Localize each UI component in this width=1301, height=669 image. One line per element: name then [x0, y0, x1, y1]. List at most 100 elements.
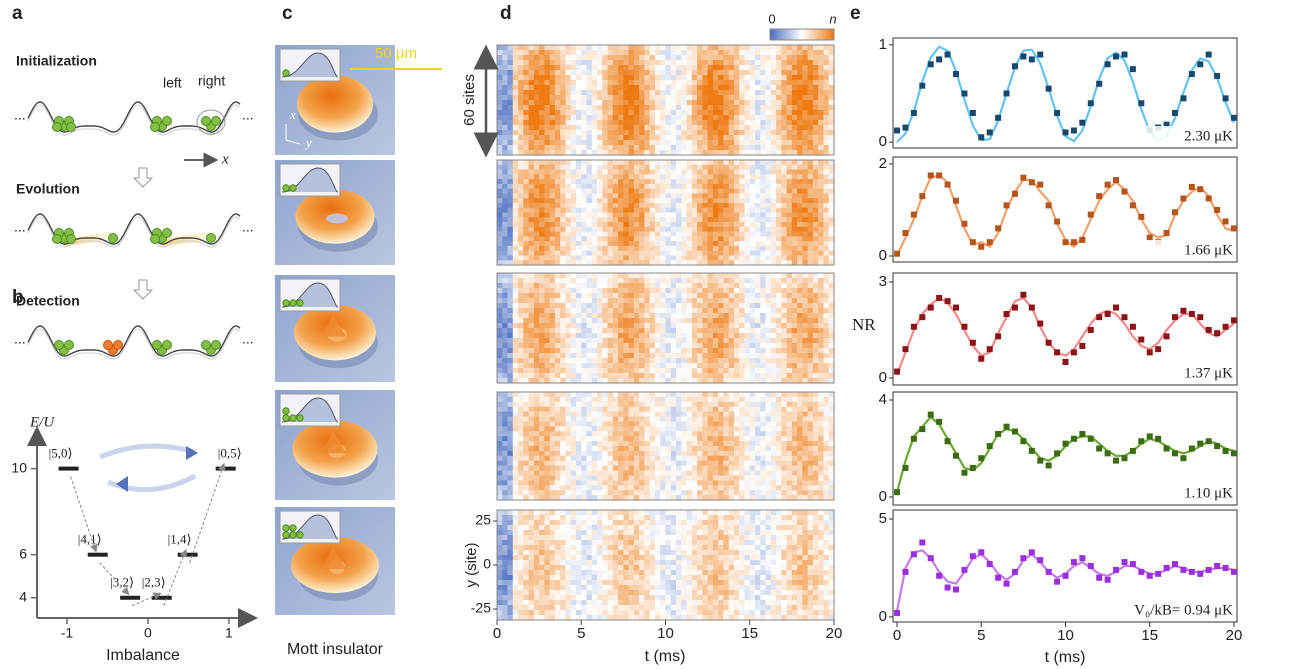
- heatmap-cell: [644, 217, 650, 222]
- heatmap-cell: [592, 256, 598, 261]
- heatmap-cell: [550, 417, 556, 423]
- heatmap-cell: [776, 208, 782, 213]
- heatmap-cell: [755, 343, 761, 349]
- heatmap-cell: [592, 184, 598, 189]
- heatmap-cell: [766, 70, 772, 76]
- heatmap-cell: [497, 174, 503, 179]
- heatmap-cell: [597, 466, 603, 472]
- heatmap-cell: [639, 338, 645, 344]
- heatmap-cell: [608, 471, 614, 477]
- heatmap-cell: [560, 241, 566, 246]
- heatmap-cell: [544, 232, 550, 237]
- heatmap-cell: [644, 227, 650, 232]
- heatmap-cell: [787, 184, 793, 189]
- heatmap-cell: [745, 110, 751, 116]
- heatmap-cell: [797, 50, 803, 56]
- heatmap-cell: [671, 100, 677, 106]
- heatmap-cell: [702, 278, 708, 284]
- heatmap-cell: [629, 125, 635, 131]
- heatmap-cell: [739, 60, 745, 66]
- heatmap-cell: [513, 55, 519, 61]
- heatmap-cell: [666, 115, 672, 121]
- heatmap-cell: [608, 283, 614, 289]
- heatmap-cell: [534, 236, 540, 241]
- heatmap-cell: [534, 407, 540, 413]
- cycle-arrow-head: [116, 476, 128, 492]
- heatmap-cell: [739, 333, 745, 339]
- heatmap-cell: [739, 85, 745, 91]
- heatmap-cell: [560, 70, 566, 76]
- heatmap-cell: [787, 323, 793, 329]
- heatmap-cell: [550, 170, 556, 175]
- heatmap-cell: [555, 412, 561, 418]
- heatmap-cell: [818, 293, 824, 299]
- heatmap-cell: [713, 65, 719, 71]
- heatmap-cell: [513, 75, 519, 81]
- heatmap-cell: [502, 65, 508, 71]
- heatmap-cell: [518, 256, 524, 261]
- heatmap-cell: [513, 298, 519, 304]
- heatmap-cell: [818, 170, 824, 175]
- heatmap-cell: [597, 60, 603, 66]
- heatmap-cell: [587, 213, 593, 218]
- heatmap-cell: [581, 485, 587, 491]
- heatmap-cell: [539, 456, 545, 462]
- heatmap-cell: [639, 145, 645, 151]
- heatmap-cell: [692, 343, 698, 349]
- heatmap-cell: [534, 100, 540, 106]
- heatmap-cell: [750, 333, 756, 339]
- heatmap-cell: [587, 461, 593, 467]
- heatmap-cell: [555, 241, 561, 246]
- heatmap-cell: [813, 303, 819, 309]
- heatmap-cell: [555, 373, 561, 379]
- heatmap-cell: [671, 55, 677, 61]
- heatmap-cell: [639, 308, 645, 314]
- heatmap-cell: [655, 208, 661, 213]
- heatmap-cell: [629, 318, 635, 324]
- heatmap-cell: [566, 241, 572, 246]
- heatmap-cell: [650, 318, 656, 324]
- heatmap-cell: [560, 100, 566, 106]
- heatmap-cell: [766, 90, 772, 96]
- heatmap-cell: [608, 313, 614, 319]
- heatmap-cell: [518, 125, 524, 131]
- heatmap-cell: [802, 165, 808, 170]
- heatmap-cell: [729, 184, 735, 189]
- heatmap-cell: [723, 273, 729, 279]
- heatmap-cell: [613, 417, 619, 423]
- heatmap-cell: [723, 80, 729, 86]
- heatmap-cell: [808, 318, 814, 324]
- heatmap-cell: [587, 110, 593, 116]
- heatmap-cell: [497, 125, 503, 131]
- heatmap-cell: [718, 60, 724, 66]
- heatmap-cell: [587, 431, 593, 437]
- heatmap-cell: [771, 160, 777, 165]
- heatmap-cell: [729, 348, 735, 354]
- heatmap-cell: [644, 208, 650, 213]
- heatmap-cell: [718, 288, 724, 294]
- heatmap-cell: [560, 184, 566, 189]
- heatmap-cell: [781, 227, 787, 232]
- heatmap-cell: [666, 189, 672, 194]
- heatmap-cell: [745, 313, 751, 319]
- heatmap-cell: [644, 105, 650, 111]
- heatmap-cell: [776, 125, 782, 131]
- heatmap-cell: [566, 278, 572, 284]
- heatmap-cell: [708, 203, 714, 208]
- heatmap-cell: [513, 288, 519, 294]
- heatmap-cell: [692, 353, 698, 359]
- heatmap-cell: [808, 256, 814, 261]
- heatmap-cell: [781, 140, 787, 146]
- heatmap-cell: [739, 338, 745, 344]
- heatmap-cell: [613, 451, 619, 457]
- heatmap-cell: [776, 293, 782, 299]
- heatmap-cell: [508, 179, 514, 184]
- heatmap-cell: [666, 298, 672, 304]
- heatmap-cell: [644, 70, 650, 76]
- heatmap-cell: [644, 65, 650, 71]
- heatmap-cell: [534, 431, 540, 437]
- atom: [114, 341, 123, 350]
- heatmap-cell: [697, 189, 703, 194]
- heatmap-cell: [739, 135, 745, 141]
- heatmap-cell: [497, 471, 503, 477]
